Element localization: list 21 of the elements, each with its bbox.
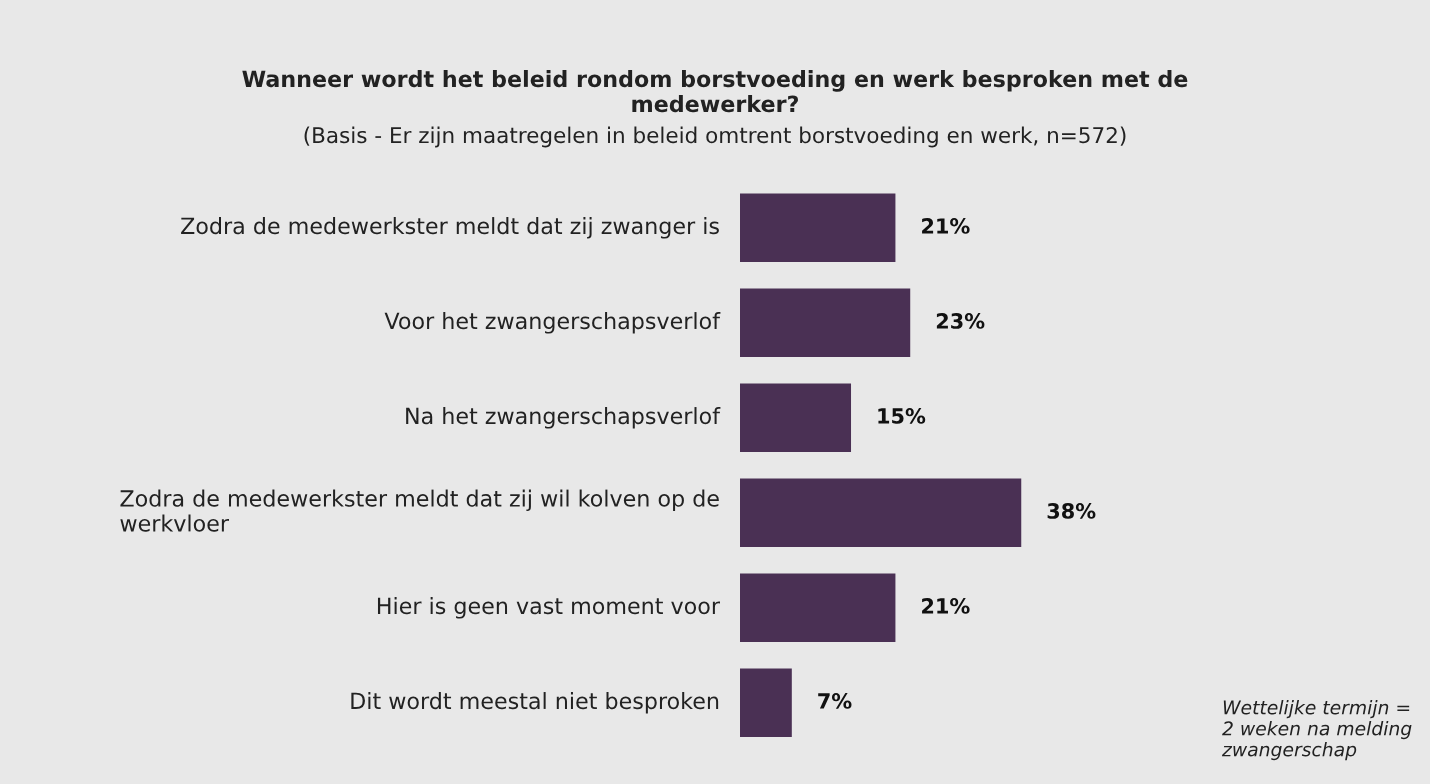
- chart-title: Wanneer wordt het beleid rondom borstvoeding en werk besproken met de medewerker?: [242, 70, 1188, 113]
- chart-subtitle: (Basis - Er zijn maatregelen in beleid omtrent borstvoeding en werk, n=572): [304, 126, 1126, 148]
- y-tick-label: Voor het zwangerschapsverlof: [384, 312, 721, 334]
- y-tick-label: Na het zwangerschapsverlof: [406, 407, 721, 429]
- bar: [740, 478, 1022, 547]
- data-label: 23%: [936, 313, 985, 329]
- y-tick-label: Dit wordt meestal niet besproken: [351, 692, 719, 714]
- bar: [740, 668, 792, 737]
- bar: [740, 573, 896, 642]
- data-label: 38%: [1047, 503, 1096, 519]
- y-tick-label: Zodra de medewerkster meldt dat zij wil kolven op de werkvloer: [120, 489, 719, 532]
- text: Wettelijke termijn = 2 weken na melding zwangerschap: [1221, 700, 1412, 761]
- bar: [740, 383, 852, 452]
- data-label: 21%: [922, 598, 970, 614]
- data-label: 7%: [818, 693, 852, 709]
- y-tick-label: Zodra de medewerkster meldt dat zij zwanger is: [181, 217, 719, 239]
- y-tick-label: Hier is geen vast moment voor: [377, 597, 720, 619]
- bar: [740, 193, 896, 263]
- data-label: 15%: [878, 408, 926, 424]
- bar: [740, 288, 911, 358]
- data-label: 21%: [922, 218, 970, 234]
